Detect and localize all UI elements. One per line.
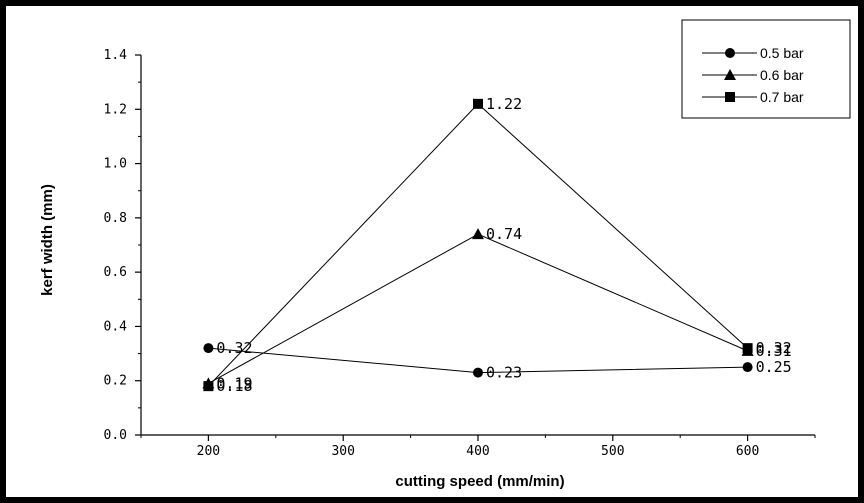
data-labels: 0.32 0.23 0.25 0.19 0.74 0.31 0.18 1.22 0.32 [216, 95, 791, 395]
data-point [473, 98, 483, 109]
data-label: 0.31 [756, 342, 792, 360]
y-tick-label: 0.0 [104, 428, 127, 443]
axes: 200 300 400 500 600 0.0 0.2 0.4 0.6 0.8 1.0 1.2 1.4 [104, 48, 816, 459]
y-tick-label: 0.4 [104, 319, 128, 334]
series-square [203, 98, 753, 392]
series-layer [202, 98, 754, 392]
series-line [208, 103, 748, 387]
data-point [203, 381, 214, 392]
y-tick-label: 0.6 [104, 265, 127, 280]
y-tick-label: 1.0 [104, 157, 127, 172]
y-tick-label: 1.4 [104, 48, 128, 63]
y-tick-label: 0.2 [104, 374, 127, 389]
legend-item: 0.7 bar [702, 89, 804, 105]
data-label: 1.22 [486, 95, 522, 113]
x-tick-label: 300 [331, 444, 354, 459]
y-axis-title: kerf width (mm) [39, 184, 56, 296]
legend-label: 0.5 bar [760, 45, 804, 61]
x-tick-label: 400 [466, 444, 489, 459]
legend-marker [725, 92, 735, 102]
legend-label: 0.7 bar [760, 89, 804, 105]
y-tick-label: 1.2 [104, 102, 127, 117]
legend-marker [724, 69, 736, 80]
data-label: 0.23 [486, 364, 522, 382]
data-label: 0.74 [486, 225, 522, 243]
x-tick-label: 600 [736, 444, 759, 459]
data-point [742, 362, 753, 373]
data-point [742, 343, 753, 354]
legend-item: 0.5 bar [702, 45, 804, 61]
data-label: 0.19 [216, 374, 252, 392]
x-axis-title: cutting speed (mm/min) [395, 473, 564, 490]
data-label: 0.32 [216, 339, 252, 357]
data-label: 0.25 [756, 358, 792, 376]
data-label: 0.18 [216, 377, 252, 395]
series-line [208, 233, 748, 384]
x-tick-label: 500 [601, 444, 624, 459]
y-tick-label: 0.8 [104, 211, 127, 226]
data-label: 0.32 [756, 339, 792, 357]
x-tick-label: 200 [197, 444, 220, 459]
data-point [203, 343, 214, 354]
legend: 0.5 bar 0.6 bar 0.7 bar [681, 19, 851, 119]
series-circle [203, 343, 753, 378]
data-point [473, 367, 483, 378]
series-triangle [202, 228, 754, 389]
legend-box [681, 19, 851, 119]
legend-marker [725, 48, 735, 58]
legend-item: 0.6 bar [702, 67, 804, 83]
legend-label: 0.6 bar [760, 67, 804, 83]
data-point [472, 228, 484, 240]
